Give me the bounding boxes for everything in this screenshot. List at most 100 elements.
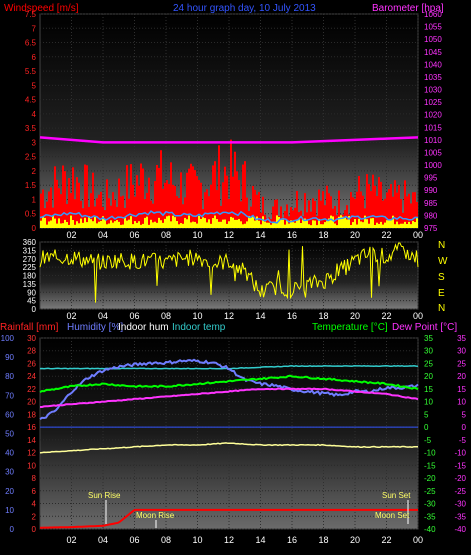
x-tick-label: 10: [192, 535, 202, 545]
direction-tick-label: 360: [23, 238, 37, 247]
temperature-tick-label: 10: [424, 398, 433, 407]
x-tick-label: 10: [192, 230, 202, 240]
temperature-tick-label: 20: [424, 372, 433, 381]
rainfall-tick-label: 2: [32, 512, 37, 521]
barometer-tick-label: 1060: [424, 10, 442, 19]
barometer-tick-label: 1025: [424, 98, 442, 107]
x-tick-label: 12: [224, 311, 234, 321]
rainfall-line: [40, 508, 418, 529]
x-tick-label: 04: [98, 230, 108, 240]
dew-point-tick-label: -10: [454, 449, 466, 458]
windspeed-tick-label: 1.5: [25, 181, 37, 190]
x-tick-label: 02: [66, 311, 76, 321]
dew-point-tick-label: -40: [454, 525, 466, 534]
compass-w: W: [438, 256, 448, 267]
rainfall-tick-label: 14: [27, 436, 36, 445]
humidity-tick-label: 0: [10, 525, 15, 534]
x-tick-label: 08: [161, 535, 171, 545]
dew-point-tick-label: -20: [454, 474, 466, 483]
humidity-tick-label: 60: [5, 410, 14, 419]
humidity-tick-label: 10: [5, 506, 14, 515]
humidity-tick-label: 20: [5, 487, 14, 496]
barometer-tick-label: 980: [424, 211, 438, 220]
indoor-hum-line: [39, 442, 418, 454]
indoor-hum-label: Indoor hum: [118, 322, 169, 333]
rainfall-tick-label: 0: [32, 525, 37, 534]
humidity-tick-label: 80: [5, 372, 14, 381]
x-tick-label: 02: [66, 230, 76, 240]
dew-point-tick-label: 15: [457, 385, 466, 394]
wind-plot-area: [39, 13, 419, 229]
humidity-tick-label: 40: [5, 449, 14, 458]
x-tick-label: 20: [350, 230, 360, 240]
temperature-tick-label: -35: [424, 512, 436, 521]
compass-s: S: [438, 272, 445, 283]
rainfall-tick-label: 28: [27, 347, 36, 356]
direction-tick-label: 315: [23, 246, 37, 255]
x-tick-label: 06: [129, 230, 139, 240]
dew-point-axis-title: Dew Point [°C]: [392, 322, 457, 333]
x-tick-label: 20: [350, 311, 360, 321]
barometer-tick-label: 1050: [424, 35, 442, 44]
windspeed-tick-label: 2.5: [25, 153, 37, 162]
rainfall-tick-label: 8: [32, 474, 37, 483]
windspeed-tick-label: 3: [32, 138, 37, 147]
rainfall-tick-label: 12: [27, 449, 36, 458]
windspeed-tick-label: 5: [32, 81, 37, 90]
x-tick-label: 14: [255, 230, 265, 240]
windspeed-tick-label: 2: [32, 167, 37, 176]
moon-rise-label: Moon Rise: [136, 511, 175, 520]
direction-tick-label: 90: [27, 288, 36, 297]
x-tick-label: 14: [255, 535, 265, 545]
dew-point-tick-label: 5: [462, 410, 467, 419]
wind-direction-trace: [39, 242, 419, 303]
rainfall-tick-label: 30: [27, 334, 36, 343]
barometer-tick-label: 1055: [424, 23, 442, 32]
direction-tick-label: 180: [23, 272, 37, 281]
x-tick-label: 16: [287, 230, 297, 240]
direction-tick-label: 270: [23, 255, 37, 264]
x-tick-label: 14: [255, 311, 265, 321]
barometer-tick-label: 1000: [424, 161, 442, 170]
barometer-tick-label: 975: [424, 224, 438, 233]
windspeed-tick-label: 7: [32, 24, 37, 33]
direction-tick-label: 225: [23, 263, 37, 272]
barometer-tick-label: 1045: [424, 48, 442, 57]
dew-point-tick-label: -15: [454, 461, 466, 470]
barometer-line: [39, 136, 419, 144]
avg-wind-line: [39, 210, 419, 224]
dew-point-tick-label: 20: [457, 372, 466, 381]
x-tick-label: 08: [161, 230, 171, 240]
moon-set-label: Moon Set: [375, 511, 410, 520]
humidity-axis-title: Humidity [%]: [67, 322, 123, 333]
x-tick-label: 20: [350, 535, 360, 545]
compass-n-bottom: N: [438, 303, 445, 314]
rainfall-axis-title: Rainfall [mm]: [0, 322, 59, 333]
x-tick-label: 02: [66, 535, 76, 545]
temperature-tick-label: 15: [424, 385, 433, 394]
windspeed-tick-label: 6.5: [25, 39, 37, 48]
x-tick-label: 22: [381, 535, 391, 545]
dew-point-tick-label: -5: [459, 436, 467, 445]
direction-tick-label: 0: [32, 305, 37, 314]
temperature-tick-label: -30: [424, 500, 436, 509]
windspeed-tick-label: 4.5: [25, 96, 37, 105]
barometer-axis-title: Barometer [hpa]: [372, 3, 444, 14]
x-tick-label: 00: [413, 311, 423, 321]
x-tick-label: 18: [318, 535, 328, 545]
barometer-tick-label: 1020: [424, 111, 442, 120]
dew-point-line: [40, 387, 419, 408]
barometer-tick-label: 990: [424, 186, 438, 195]
x-tick-label: 06: [129, 311, 139, 321]
dew-point-tick-label: -30: [454, 500, 466, 509]
humidity-tick-label: 100: [1, 334, 15, 343]
rainfall-tick-label: 24: [27, 372, 36, 381]
dew-point-tick-label: -25: [454, 487, 466, 496]
windspeed-tick-label: 7.5: [25, 10, 37, 19]
temperature-tick-label: 35: [424, 334, 433, 343]
x-tick-label: 16: [287, 535, 297, 545]
rainfall-tick-label: 20: [27, 398, 36, 407]
temperature-tick-label: -10: [424, 449, 436, 458]
